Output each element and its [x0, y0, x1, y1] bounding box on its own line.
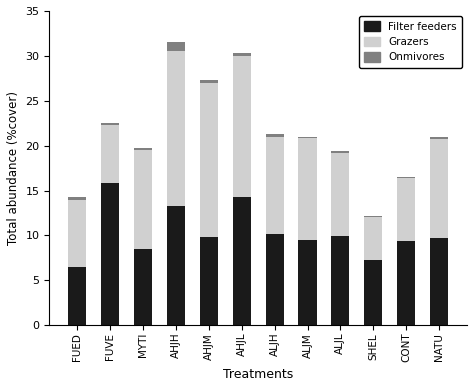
- Bar: [134, 148, 152, 150]
- Bar: [134, 249, 152, 325]
- Bar: [331, 236, 349, 325]
- Bar: [397, 177, 415, 178]
- Bar: [364, 216, 383, 217]
- Bar: [364, 260, 383, 325]
- Bar: [134, 150, 152, 249]
- Bar: [430, 137, 448, 139]
- Bar: [331, 151, 349, 153]
- Legend: Filter feeders, Grazers, Onmivores: Filter feeders, Grazers, Onmivores: [359, 16, 462, 68]
- Bar: [430, 238, 448, 325]
- Bar: [265, 234, 283, 325]
- Bar: [397, 241, 415, 325]
- Bar: [68, 267, 86, 325]
- Bar: [200, 80, 218, 83]
- X-axis label: Treatments: Treatments: [223, 368, 293, 381]
- Bar: [200, 237, 218, 325]
- Bar: [101, 184, 119, 325]
- Bar: [167, 42, 185, 51]
- Bar: [167, 51, 185, 206]
- Bar: [101, 123, 119, 125]
- Bar: [430, 139, 448, 238]
- Bar: [167, 206, 185, 325]
- Y-axis label: Total abundance (%cover): Total abundance (%cover): [7, 91, 20, 245]
- Bar: [68, 197, 86, 199]
- Bar: [68, 199, 86, 267]
- Bar: [397, 178, 415, 241]
- Bar: [200, 83, 218, 237]
- Bar: [299, 240, 317, 325]
- Bar: [233, 56, 251, 197]
- Bar: [233, 197, 251, 325]
- Bar: [233, 53, 251, 56]
- Bar: [364, 217, 383, 260]
- Bar: [265, 134, 283, 137]
- Bar: [101, 125, 119, 184]
- Bar: [331, 153, 349, 236]
- Bar: [299, 137, 317, 139]
- Bar: [265, 137, 283, 234]
- Bar: [299, 139, 317, 240]
